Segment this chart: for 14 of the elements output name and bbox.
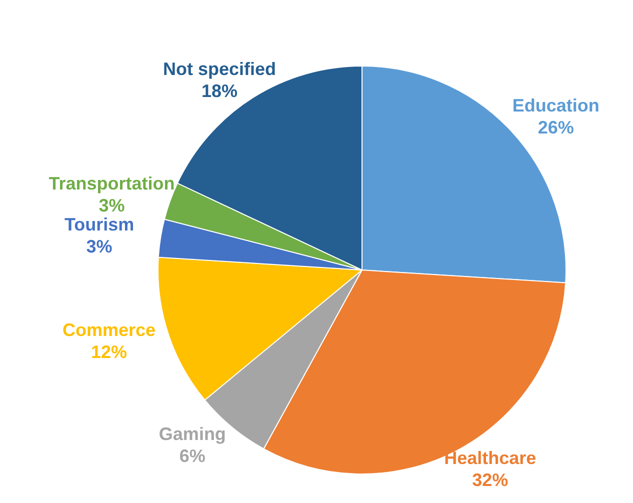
data-label: 6% [179, 446, 206, 466]
data-label: 12% [91, 342, 128, 362]
data-label: 32% [472, 470, 508, 490]
data-label: 18% [201, 81, 238, 102]
data-label: 3% [86, 236, 112, 257]
slice-label: Not specified [162, 59, 276, 80]
slice-label: Healthcare [444, 448, 536, 468]
data-label: 3% [98, 195, 125, 216]
slice-label: Commerce [62, 320, 156, 340]
slice-label: Gaming [158, 424, 226, 444]
slice-label: Transportation [48, 173, 175, 194]
slice-label: Tourism [64, 214, 134, 235]
slice-label: Education [512, 95, 600, 116]
data-label: 26% [538, 117, 574, 138]
